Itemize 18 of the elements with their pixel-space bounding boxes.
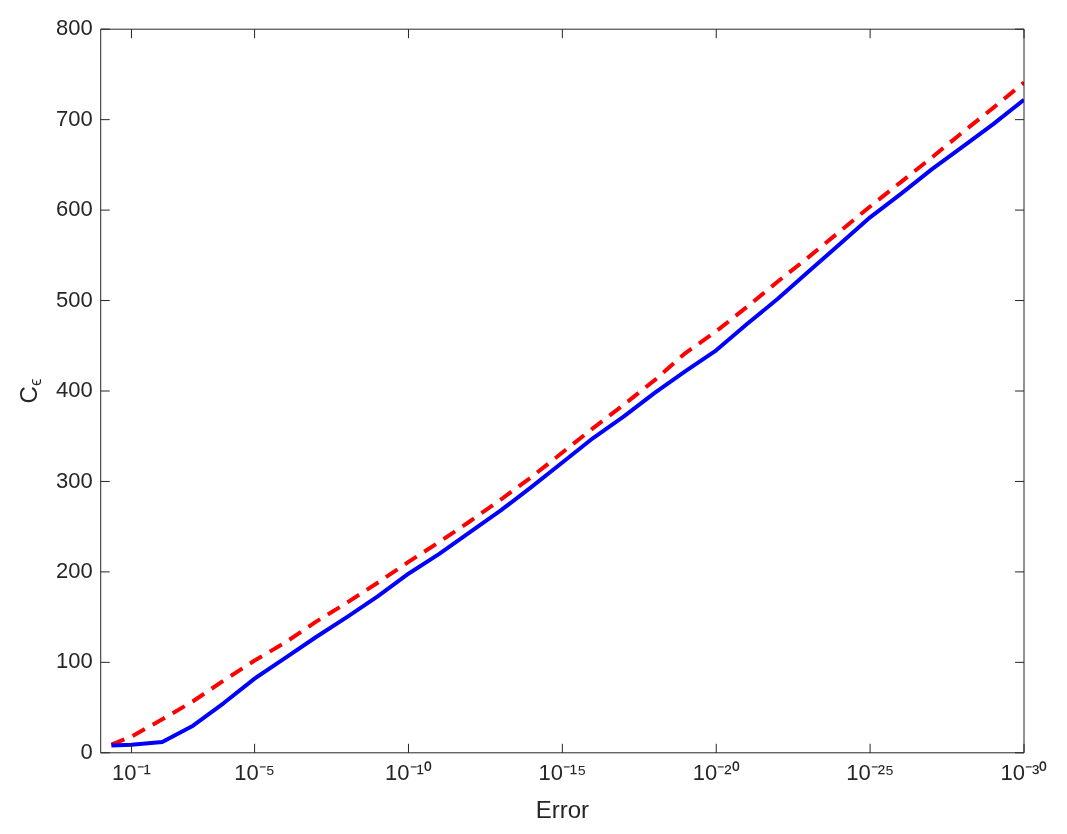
y-tick-label: 200 bbox=[55, 557, 93, 583]
y-tick-label: 400 bbox=[55, 377, 93, 403]
y-tick-label: 100 bbox=[55, 648, 93, 674]
y-tick-label: 500 bbox=[55, 286, 93, 312]
y-tick-label: 300 bbox=[55, 467, 93, 493]
y-tick-label: 0 bbox=[80, 738, 93, 764]
y-axis-title: Cϵ bbox=[14, 378, 45, 404]
y-tick-label: 800 bbox=[55, 15, 93, 41]
x-tick-label: 10⁻¹ bbox=[112, 760, 151, 786]
x-tick-label: 10⁻¹⁰ bbox=[385, 760, 432, 786]
x-tick-label: 10⁻¹⁵ bbox=[538, 760, 587, 786]
x-tick-label: 10⁻⁵ bbox=[234, 760, 275, 786]
x-tick-label: 10⁻³⁰ bbox=[1000, 760, 1048, 786]
y-tick-label: 600 bbox=[55, 196, 93, 222]
x-tick-label: 10⁻²⁰ bbox=[692, 760, 740, 786]
y-tick-label: 700 bbox=[55, 105, 93, 131]
x-axis-title: Error bbox=[535, 796, 590, 824]
x-tick-label: 10⁻²⁵ bbox=[846, 760, 895, 786]
